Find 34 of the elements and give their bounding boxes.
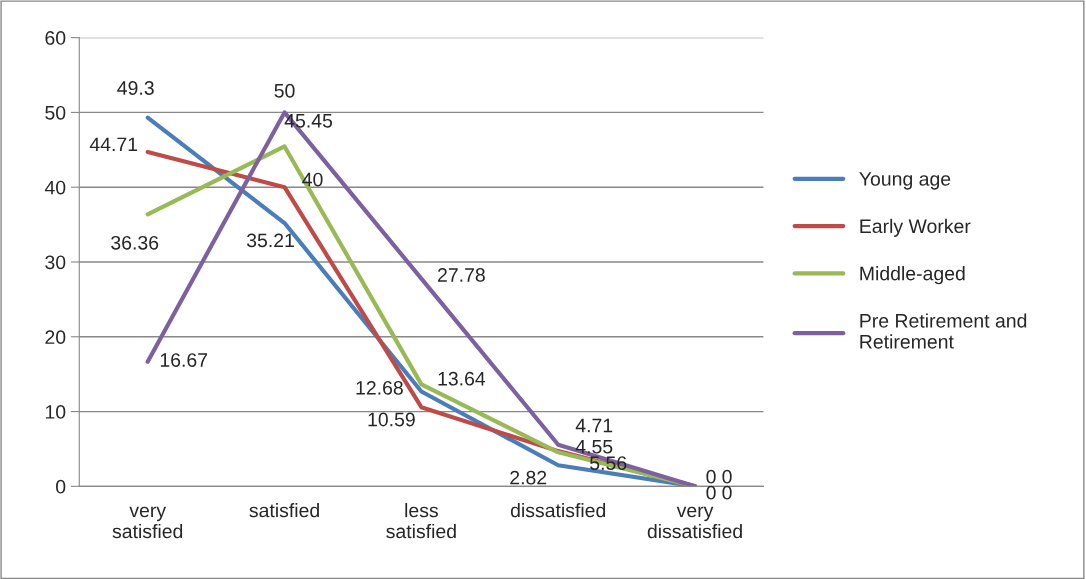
data-label: 50 <box>274 83 295 98</box>
data-label: 4.71 <box>575 418 613 433</box>
x-tick-label: less satisfied <box>386 503 456 539</box>
data-label: 0 <box>706 485 716 500</box>
data-label: 44.71 <box>89 137 138 152</box>
x-tick-label: very satisfied <box>112 506 183 539</box>
y-tick-label: 60 <box>45 31 66 45</box>
y-tick-label: 50 <box>45 105 66 120</box>
data-label: 0 <box>722 469 732 484</box>
data-label: 10.59 <box>368 412 415 427</box>
y-tick-label: 10 <box>45 405 66 419</box>
data-label: 5.56 <box>590 456 627 470</box>
data-label: 0 <box>722 485 732 500</box>
y-tick-label: 20 <box>45 330 66 345</box>
legend-label: Pre Retirement and Retirement <box>860 313 1027 349</box>
y-tick-label: 0 <box>56 479 66 494</box>
x-tick-label: very dissatisfied <box>647 506 742 539</box>
data-label: 16.67 <box>160 353 208 367</box>
legend-label: Middle-aged <box>860 266 965 285</box>
y-tick-label: 40 <box>44 180 66 195</box>
legend-label: Early Worker <box>860 218 971 237</box>
data-label: 49.3 <box>117 81 154 95</box>
data-label: 4.55 <box>575 439 613 454</box>
legend-label: Young age <box>859 172 951 190</box>
x-tick-label: satisfied <box>249 503 319 518</box>
data-label: 27.78 <box>438 268 485 282</box>
data-label: 12.68 <box>356 380 403 395</box>
data-label: 2.82 <box>510 470 547 485</box>
data-label: 0 <box>706 469 716 484</box>
data-label: 13.64 <box>438 371 486 386</box>
x-tick-label: dissatisfied <box>510 503 606 518</box>
data-label: 36.36 <box>111 235 159 250</box>
data-label: 35.21 <box>246 233 294 248</box>
y-tick-label: 30 <box>45 255 66 270</box>
